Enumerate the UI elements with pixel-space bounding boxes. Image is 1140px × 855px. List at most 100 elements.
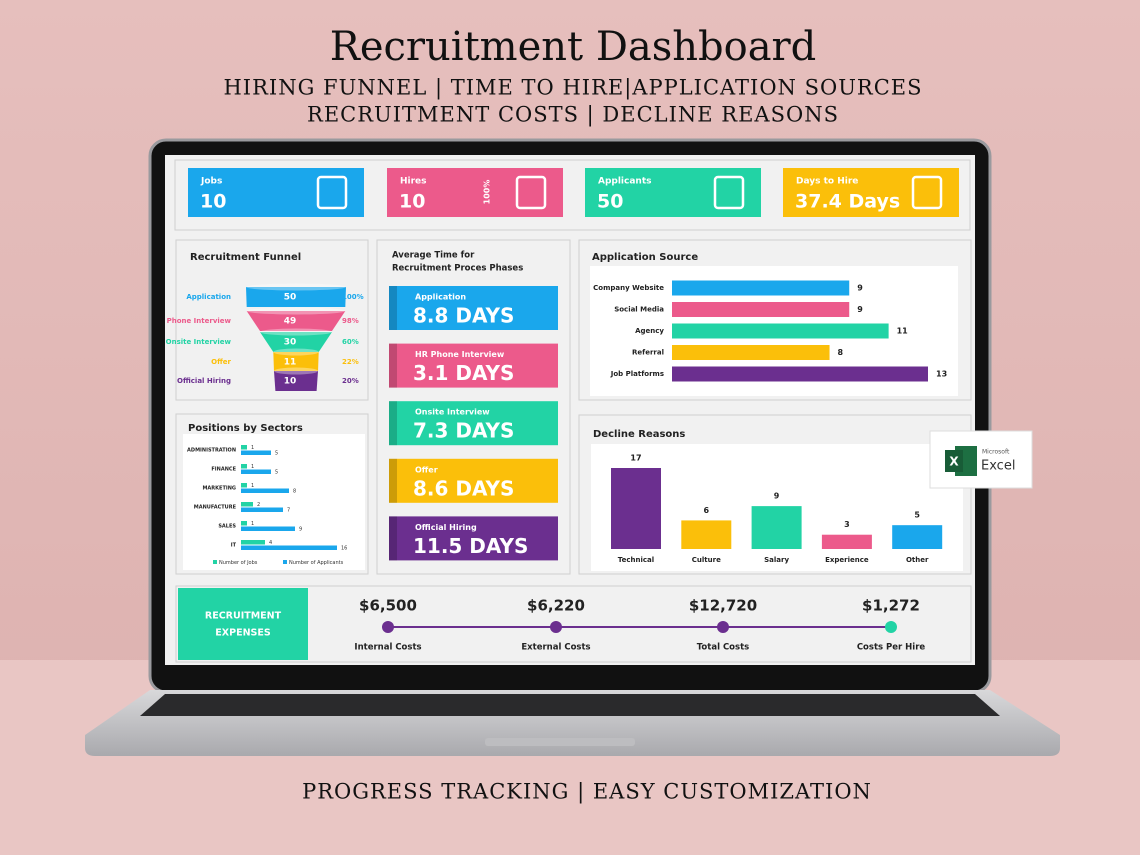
category-label: MANUFACTURE xyxy=(194,505,237,511)
value-label: 7 xyxy=(287,508,290,514)
funnel-rim xyxy=(246,283,346,291)
category-label: Social Media xyxy=(614,306,664,314)
funnel-value: 11 xyxy=(284,358,297,368)
bar xyxy=(672,366,928,382)
funnel-label: Official Hiring xyxy=(177,377,231,385)
bar xyxy=(241,521,247,526)
keyboard xyxy=(140,694,1000,716)
page-title: Recruitment Dashboard xyxy=(330,24,817,70)
panel-title: Decline Reasons xyxy=(593,429,685,440)
value-label: 6 xyxy=(704,506,710,515)
expenses-value: $1,272 xyxy=(862,597,920,615)
kpi-icon xyxy=(713,175,745,210)
phase-card xyxy=(389,401,558,446)
expenses-dot xyxy=(885,621,897,633)
value-label: 5 xyxy=(275,470,278,476)
kpi-icon xyxy=(316,175,348,210)
panel-title: Average Time for xyxy=(392,251,475,261)
expenses-label: Costs Per Hire xyxy=(857,643,926,653)
funnel-stage xyxy=(246,311,346,331)
category-label: IT xyxy=(231,543,237,549)
kpi-value: 10 xyxy=(399,191,425,213)
excel-brand: Microsoft xyxy=(982,449,1010,456)
page-subtitle: RECRUITMENT COSTS | DECLINE REASONS xyxy=(307,103,839,128)
bar xyxy=(611,468,661,549)
category-label: FINANCE xyxy=(211,467,236,473)
bar xyxy=(241,526,295,531)
legend-swatch xyxy=(213,560,217,564)
panel-title: Recruitment Funnel xyxy=(190,252,301,263)
category-label: Referral xyxy=(632,349,664,357)
expenses-label: External Costs xyxy=(521,643,590,653)
phase-name: Application xyxy=(415,293,466,302)
category-label: Culture xyxy=(692,556,721,564)
panel-title: Application Source xyxy=(592,252,698,263)
panel xyxy=(175,585,972,663)
expenses-title: RECRUITMENT xyxy=(205,611,282,622)
category-label: Technical xyxy=(618,556,654,564)
expenses-label: Total Costs xyxy=(697,643,749,653)
phase-stripe xyxy=(389,286,397,330)
category-label: Other xyxy=(906,556,929,564)
funnel-stage xyxy=(273,352,319,372)
funnel-rim xyxy=(274,367,318,375)
excel-icon xyxy=(945,450,963,472)
value-label: 8 xyxy=(838,348,844,357)
expenses-box xyxy=(178,588,308,660)
bar xyxy=(241,540,265,545)
kpi-icon xyxy=(911,175,943,210)
value-label: 3 xyxy=(844,520,850,529)
value-label: 9 xyxy=(857,284,863,293)
expenses-value: $12,720 xyxy=(689,597,757,615)
kpi-value: 50 xyxy=(597,191,623,213)
category-label: Company Website xyxy=(593,284,664,292)
phase-name: Offer xyxy=(415,465,438,474)
expenses-value: $6,220 xyxy=(527,597,585,615)
funnel-value: 50 xyxy=(284,293,297,303)
kpi-icon xyxy=(515,175,547,210)
bar xyxy=(821,534,872,549)
funnel-rim xyxy=(246,307,346,315)
funnel-rim xyxy=(260,328,332,336)
phase-stripe xyxy=(389,401,397,446)
bar xyxy=(241,464,247,469)
bar xyxy=(241,502,253,507)
kpi-label: Jobs xyxy=(200,177,222,187)
value-label: 11 xyxy=(897,327,909,336)
value-label: 17 xyxy=(630,454,641,463)
phase-card xyxy=(389,343,558,388)
bar xyxy=(241,488,289,493)
excel-icon-letter: X xyxy=(949,455,959,469)
phase-name: Onsite Interview xyxy=(415,408,490,417)
bar xyxy=(672,280,850,296)
value-label: 8 xyxy=(293,489,296,495)
funnel-label: Onsite Interview xyxy=(166,338,232,346)
category-label: MARKETING xyxy=(202,486,236,492)
page-subtitle: HIRING FUNNEL | TIME TO HIRE|APPLICATION… xyxy=(223,76,922,101)
value-label: 9 xyxy=(299,527,302,533)
funnel-stage xyxy=(246,287,346,307)
value-label: 5 xyxy=(275,451,278,457)
funnel-label: Application xyxy=(186,293,231,301)
funnel-value: 10 xyxy=(284,377,297,387)
legend-label: Number of Applicants xyxy=(289,560,344,566)
category-label: ADMINISTRATION xyxy=(187,448,236,454)
phase-value: 3.1 DAYS xyxy=(413,361,514,385)
phase-card xyxy=(389,516,558,561)
bar xyxy=(241,545,337,550)
funnel-stage xyxy=(260,332,332,352)
bar xyxy=(892,525,943,549)
bar xyxy=(241,445,247,450)
funnel-percent: 20% xyxy=(342,377,359,385)
bar xyxy=(241,469,271,474)
phase-value: 8.8 DAYS xyxy=(413,304,514,328)
expenses-dot xyxy=(382,621,394,633)
category-label: Agency xyxy=(635,327,664,335)
funnel-value: 30 xyxy=(284,338,297,348)
bar xyxy=(241,450,271,455)
value-label: 16 xyxy=(341,546,347,552)
kpi-label: Applicants xyxy=(598,177,652,187)
funnel-percent: 100% xyxy=(342,293,364,301)
panel-title: Recruitment Proces Phases xyxy=(392,264,523,274)
